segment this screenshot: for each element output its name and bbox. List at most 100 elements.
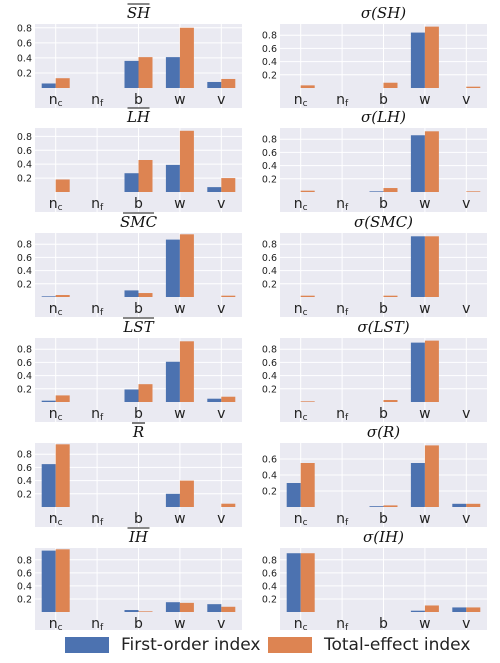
chart-panel: 0.2 0.4 0.6 0.8 nc nf b w v LST [17,317,242,423]
y-tick-label: 0.4 [262,161,277,172]
y-tick-label: 0.8 [17,345,32,356]
x-tick-label: nf [91,406,104,423]
y-tick-label: 0.4 [262,581,277,592]
bar-total-effect [221,606,236,612]
y-tick-label: 0.6 [262,44,277,55]
bar-first-order [41,464,56,507]
chart-panel: 0.2 0.4 0.6 0.8 nc nf b w v σ(LST) [262,318,487,423]
y-tick-label: 0.2 [262,279,277,290]
y-tick-label: 0.2 [262,384,277,395]
x-tick-label: nc [294,196,308,213]
bar-total-effect [466,503,481,507]
y-tick-label: 0.4 [262,57,277,68]
y-tick-label: 0.8 [17,555,32,566]
y-tick-label: 0.6 [262,148,277,159]
bar-first-order [165,361,180,402]
y-tick-label: 0.8 [262,31,277,42]
legend-label-first-order: First-order index [121,635,261,655]
bar-total-effect [424,26,439,88]
x-tick-label: w [174,406,185,422]
bar-first-order [207,187,222,192]
x-tick-label: nc [49,511,63,528]
bar-total-effect [138,160,153,192]
bar-total-effect [55,179,70,192]
x-tick-label: nc [49,196,63,213]
x-tick-label: nf [336,301,349,318]
chart-title: σ(R) [367,423,400,441]
x-tick-label: w [174,92,185,108]
x-tick-label: b [379,511,388,527]
sensitivity-figure: 0.2 0.4 0.6 0.8 nc nf b w v SH 0.2 0.4 0.6 0.8 nc nf b w v… [17,3,487,630]
bar-total-effect [179,234,194,297]
chart-panel: 0.2 0.4 0.6 0.8 nc nf b w v IH [17,527,242,630]
bar-total-effect [221,178,236,192]
bar-total-effect [424,131,439,192]
chart-panel: 0.2 0.4 0.6 0.8 nc nf b w v LH [17,107,242,213]
bar-total-effect [221,396,236,402]
chart-panel: 0.2 0.4 0.6 0.8 nc nf b w v SMC [17,212,242,318]
bar-total-effect [383,188,398,192]
bar-first-order [410,342,425,402]
x-tick-label: v [217,616,225,630]
x-tick-label: nc [294,406,308,423]
chart-panel: 0.2 0.4 0.6 nc nf b w v σ(R) [262,423,487,528]
bar-total-effect [424,445,439,507]
x-tick-label: nc [294,92,308,109]
x-tick-label: b [134,92,143,108]
chart-title: σ(LST) [357,318,409,336]
x-tick-label: b [134,616,143,630]
x-tick-label: nc [49,616,63,630]
chart-panel: 0.2 0.4 0.6 0.8 nc nf b w v σ(SMC) [262,213,487,318]
x-tick-label: v [217,301,225,317]
bar-total-effect [383,295,398,297]
chart-title: σ(SMC) [354,213,413,231]
x-tick-label: v [217,196,225,212]
chart-title: σ(SH) [361,4,406,22]
x-tick-label: nf [336,92,349,109]
bar-total-effect [138,293,153,297]
y-tick-label: 0.8 [17,23,32,34]
y-tick-label: 0.8 [17,240,32,251]
y-tick-label: 0.2 [17,489,32,500]
x-tick-label: b [379,406,388,422]
bar-total-effect [300,401,315,402]
bar-total-effect [179,480,194,507]
y-tick-label: 0.2 [262,594,277,605]
bar-first-order [124,173,139,192]
bar-total-effect [179,341,194,402]
x-tick-label: nf [336,616,349,630]
bar-total-effect [179,130,194,192]
legend-item-total-effect: Total-effect index [268,634,470,656]
x-tick-label: b [134,511,143,527]
chart-title: R [132,423,144,441]
y-tick-label: 0.6 [262,568,277,579]
bar-first-order [410,236,425,297]
bar-first-order [165,602,180,612]
bar-first-order [165,493,180,507]
bar-total-effect [466,607,481,612]
x-tick-label: b [379,301,388,317]
y-tick-label: 0.4 [262,471,277,482]
bar-first-order [410,32,425,88]
y-tick-label: 0.2 [262,487,277,498]
x-tick-label: w [174,511,185,527]
bar-total-effect [424,236,439,297]
bar-total-effect [221,78,236,88]
x-tick-label: nf [336,511,349,528]
y-tick-label: 0.4 [17,266,32,277]
y-tick-label: 0.2 [17,68,32,79]
x-tick-label: nf [91,616,104,630]
chart-panel: 0.2 0.4 0.6 0.8 nc nf b w v SH [17,3,242,109]
x-tick-label: b [134,196,143,212]
bar-total-effect [221,503,236,507]
bar-first-order [410,135,425,192]
y-tick-label: 0.6 [17,358,32,369]
chart-panel: 0.2 0.4 0.6 0.8 nc nf b w v σ(SH) [262,4,487,109]
x-tick-label: nc [294,301,308,318]
x-tick-label: w [419,301,430,317]
y-tick-label: 0.6 [17,253,32,264]
y-tick-label: 0.2 [17,174,32,185]
y-tick-label: 0.6 [17,146,32,157]
chart-panel: 0.2 0.4 0.6 0.8 nc nf b w v σ(IH) [262,528,487,630]
bar-first-order [124,60,139,88]
